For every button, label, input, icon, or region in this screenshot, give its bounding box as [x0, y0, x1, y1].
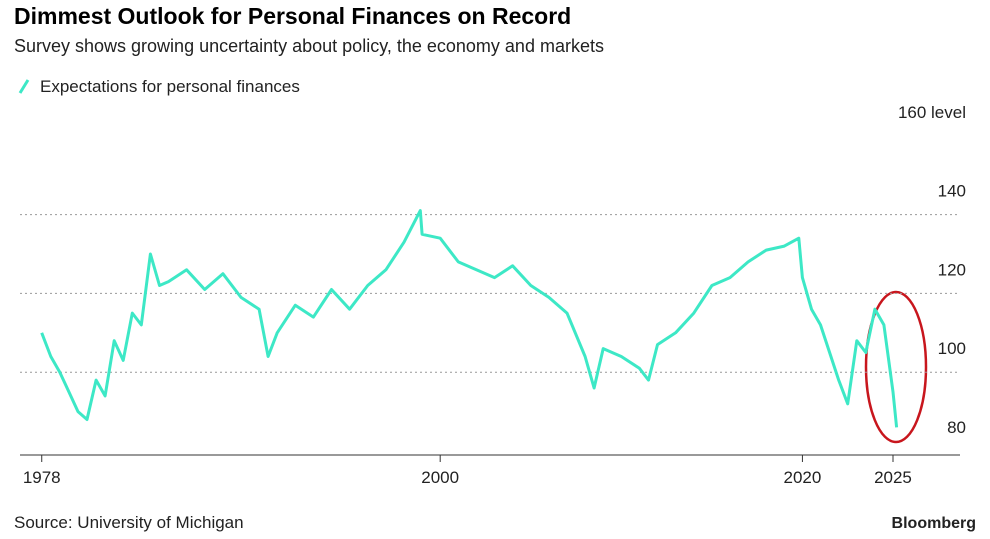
legend-label: Expectations for personal finances — [40, 77, 300, 96]
x-tick-label: 2000 — [421, 468, 459, 487]
brand: Bloomberg — [892, 515, 976, 532]
x-tick-label: 1978 — [23, 468, 61, 487]
y-tick-label: 100 — [938, 339, 966, 358]
x-tick-label: 2025 — [874, 468, 912, 487]
y-tick-label: 160 level — [898, 103, 966, 122]
y-tick-label: 120 — [938, 260, 966, 279]
chart-subtitle: Survey shows growing uncertainty about p… — [14, 36, 604, 56]
legend-swatch — [18, 79, 30, 94]
y-tick-label: 80 — [947, 418, 966, 437]
highlight-ellipse — [864, 290, 928, 444]
data-line — [40, 209, 899, 428]
y-tick-label: 140 — [938, 182, 966, 201]
chart-title: Dimmest Outlook for Personal Finances on… — [14, 3, 571, 29]
source: Source: University of Michigan — [14, 513, 244, 532]
x-tick-label: 2020 — [784, 468, 822, 487]
